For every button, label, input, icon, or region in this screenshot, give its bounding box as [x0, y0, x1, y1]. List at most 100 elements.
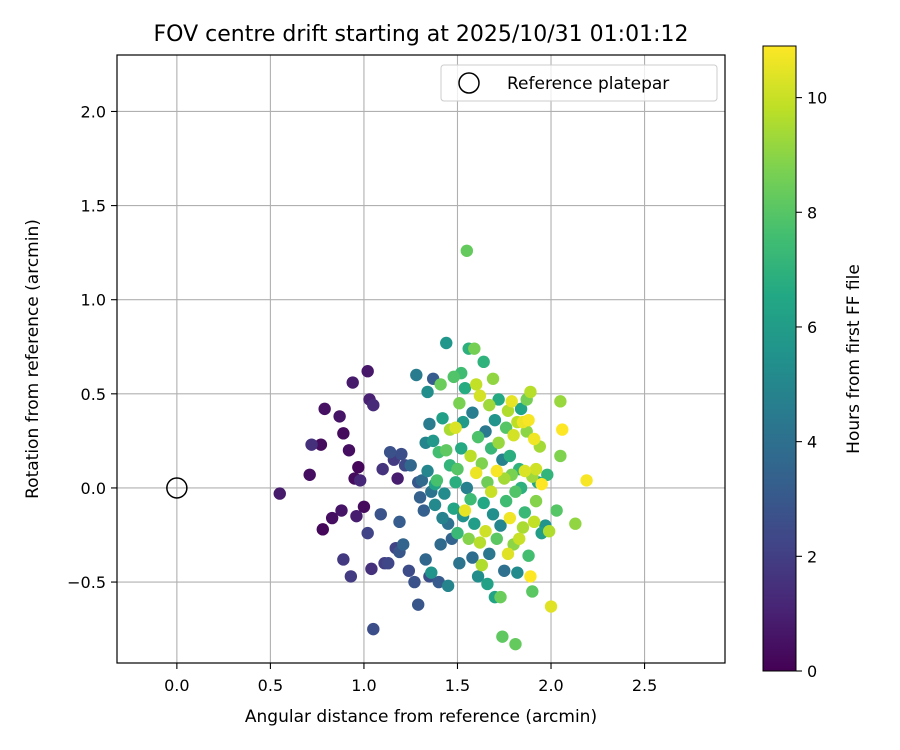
- data-point: [415, 474, 429, 487]
- data-point: [503, 449, 517, 463]
- data-point: [556, 423, 569, 436]
- data-point: [361, 365, 374, 378]
- colorbar-tick-label: 8: [807, 203, 817, 222]
- data-point: [484, 485, 498, 498]
- data-point: [513, 532, 526, 545]
- data-point: [473, 536, 487, 549]
- data-point: [314, 438, 328, 451]
- data-point: [550, 504, 563, 517]
- data-point: [499, 421, 513, 434]
- data-point: [486, 372, 500, 385]
- data-point: [507, 429, 520, 442]
- data-point: [374, 508, 387, 521]
- data-point: [554, 395, 567, 408]
- colorbar-tick-label: 0: [807, 662, 817, 681]
- data-point: [404, 459, 417, 472]
- data-point: [481, 476, 494, 489]
- data-point: [518, 464, 532, 478]
- data-point: [509, 485, 522, 498]
- data-point: [464, 449, 477, 463]
- data-point: [325, 511, 339, 525]
- colorbar-tick-label: 6: [807, 318, 817, 337]
- data-point: [436, 511, 449, 525]
- data-point: [511, 566, 524, 579]
- colorbar-tick-label: 2: [807, 547, 817, 566]
- data-point: [305, 438, 318, 451]
- data-point: [318, 402, 331, 416]
- data-point: [490, 464, 503, 478]
- data-point: [434, 378, 447, 391]
- data-point: [488, 413, 502, 427]
- data-point: [527, 515, 541, 529]
- data-point: [492, 393, 505, 406]
- data-point: [451, 462, 464, 476]
- data-point: [428, 498, 442, 512]
- data-point: [481, 577, 494, 591]
- x-tick-label: 1.0: [351, 676, 376, 695]
- data-point: [458, 381, 472, 395]
- data-point: [316, 523, 329, 536]
- data-point: [273, 487, 286, 500]
- colorbar-tick-label: 10: [807, 89, 827, 108]
- data-point: [516, 521, 530, 534]
- data-point: [430, 474, 444, 487]
- reference-platepar-marker: [166, 477, 188, 499]
- data-point: [449, 476, 462, 489]
- data-point: [376, 462, 389, 476]
- data-point: [483, 398, 496, 412]
- data-point: [397, 538, 410, 551]
- x-tick-label: 0.0: [164, 676, 189, 695]
- data-point: [421, 464, 434, 478]
- data-point: [466, 406, 479, 419]
- data-point: [434, 538, 447, 551]
- data-point: [554, 449, 567, 463]
- data-point: [402, 564, 416, 577]
- data-point: [432, 575, 445, 589]
- y-tick-label: 2.0: [81, 102, 106, 121]
- data-point: [342, 444, 356, 457]
- data-point: [522, 549, 535, 562]
- data-point: [426, 434, 440, 448]
- data-point: [408, 575, 421, 589]
- colorbar-tick-label: 4: [807, 433, 817, 452]
- data-point: [449, 421, 462, 434]
- data-point: [447, 370, 460, 384]
- data-point: [501, 547, 515, 561]
- data-point: [367, 398, 380, 412]
- data-point: [541, 468, 554, 481]
- data-points: [273, 244, 593, 651]
- data-point: [498, 472, 511, 485]
- data-point: [535, 477, 548, 491]
- data-point: [527, 432, 541, 446]
- grid: [117, 55, 725, 663]
- colorbar-ticks: 0 2 4 6 8 10: [796, 89, 827, 681]
- data-point: [383, 445, 397, 459]
- legend-entry: Reference platepar: [507, 74, 669, 94]
- y-axis-ticks: −0.5 0.0 0.5 1.0 1.5 2.0: [67, 102, 117, 592]
- data-point: [471, 430, 485, 444]
- data-point: [460, 481, 474, 495]
- data-point: [518, 506, 532, 519]
- data-point: [544, 600, 558, 613]
- y-tick-label: 0.5: [81, 385, 106, 404]
- data-point: [425, 566, 438, 579]
- data-point: [417, 504, 431, 517]
- data-point: [490, 532, 503, 545]
- data-point: [469, 466, 483, 480]
- data-point: [421, 385, 434, 399]
- data-point: [498, 564, 511, 577]
- data-point: [447, 502, 460, 515]
- data-point: [453, 397, 466, 410]
- data-point: [468, 342, 481, 355]
- data-point: [410, 368, 423, 382]
- legend-box: [440, 64, 718, 102]
- data-point: [350, 509, 363, 523]
- data-point: [471, 570, 485, 583]
- x-tick-label: 2.5: [632, 676, 657, 695]
- data-point: [492, 436, 505, 449]
- reference-marker: [166, 477, 188, 499]
- data-point: [569, 517, 582, 530]
- data-point: [357, 500, 371, 513]
- data-point: [395, 447, 408, 461]
